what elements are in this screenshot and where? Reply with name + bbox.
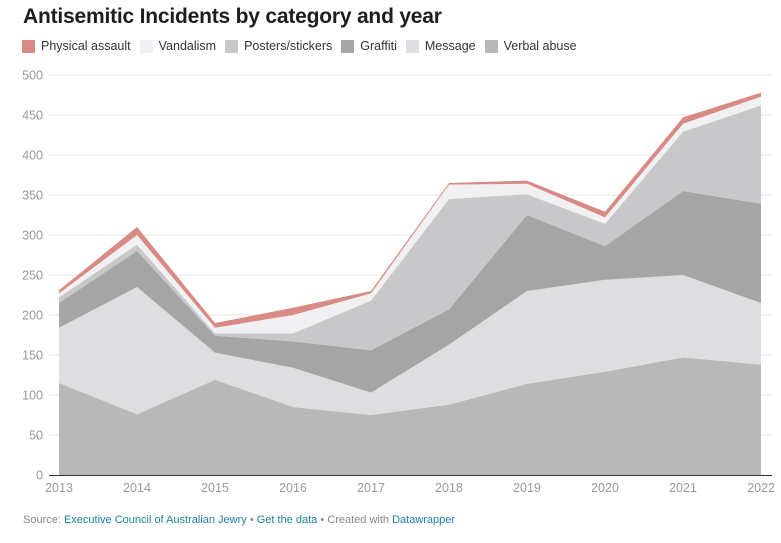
y-tick-label-150: 150 xyxy=(22,349,43,363)
legend-label: Graffiti xyxy=(360,39,397,53)
legend-item-vandalism: Vandalism xyxy=(139,39,217,53)
x-tick-label-2020: 2020 xyxy=(591,481,619,495)
chart-title: Antisemitic Incidents by category and ye… xyxy=(23,5,442,28)
x-tick-label-2013: 2013 xyxy=(45,481,73,495)
source-prefix: Source: xyxy=(23,514,64,526)
legend: Physical assault Vandalism Posters/stick… xyxy=(22,39,586,53)
y-tick-label-50: 50 xyxy=(29,429,43,443)
x-tick-label-2014: 2014 xyxy=(123,481,151,495)
legend-swatch-vandalism xyxy=(139,39,153,53)
legend-swatch-message xyxy=(405,39,419,53)
y-tick-label-450: 450 xyxy=(22,109,43,123)
legend-label: Verbal abuse xyxy=(503,39,577,53)
y-tick-label-200: 200 xyxy=(22,309,43,323)
area-graffiti xyxy=(59,191,761,393)
x-tick-label-2018: 2018 xyxy=(435,481,463,495)
x-tick-label-2021: 2021 xyxy=(669,481,697,495)
legend-label: Posters/stickers xyxy=(244,39,333,53)
created-with-text: • Created with xyxy=(317,514,393,526)
area-physical-assault xyxy=(59,92,761,328)
y-tick-label-100: 100 xyxy=(22,389,43,403)
area-message xyxy=(59,275,761,415)
legend-swatch-posters-stickers xyxy=(225,39,239,53)
stacked-areas xyxy=(59,92,761,475)
legend-label: Vandalism xyxy=(158,39,217,53)
datawrapper-link[interactable]: Datawrapper xyxy=(392,514,456,526)
footer-separator: • xyxy=(246,514,257,526)
get-the-data-link[interactable]: Get the data xyxy=(256,514,318,526)
y-tick-label-500: 500 xyxy=(22,69,43,83)
legend-label: Physical assault xyxy=(41,39,131,53)
area-posters-stickers xyxy=(59,105,761,351)
axes: 0 50 100 150 200 250 300 350 400 450 500 2013 2014 20… xyxy=(22,69,775,496)
x-tick-label-2015: 2015 xyxy=(201,481,229,495)
legend-item-posters-stickers: Posters/stickers xyxy=(225,39,332,53)
y-tick-label-0: 0 xyxy=(36,469,43,483)
legend-item-verbal-abuse: Verbal abuse xyxy=(484,39,577,53)
y-tick-label-350: 350 xyxy=(22,189,43,203)
y-tick-label-300: 300 xyxy=(22,229,43,243)
y-tick-label-400: 400 xyxy=(22,149,43,163)
x-tick-label-2019: 2019 xyxy=(513,481,541,495)
footer: Source: Executive Council of Australian … xyxy=(23,514,455,526)
legend-item-message: Message xyxy=(405,39,476,53)
legend-label: Message xyxy=(424,39,476,53)
legend-item-graffiti: Graffiti xyxy=(341,39,397,53)
x-tick-label-2016: 2016 xyxy=(279,481,307,495)
legend-item-physical-assault: Physical assault xyxy=(22,39,131,53)
legend-swatch-verbal-abuse xyxy=(484,39,498,53)
source-link[interactable]: Executive Council of Australian Jewry xyxy=(63,514,247,526)
area-verbal-abuse xyxy=(59,357,761,475)
x-tick-label-2017: 2017 xyxy=(357,481,385,495)
legend-swatch-graffiti xyxy=(341,39,355,53)
x-tick-label-2022: 2022 xyxy=(747,481,775,495)
y-tick-label-250: 250 xyxy=(22,269,43,283)
legend-swatch-physical-assault xyxy=(22,39,35,53)
